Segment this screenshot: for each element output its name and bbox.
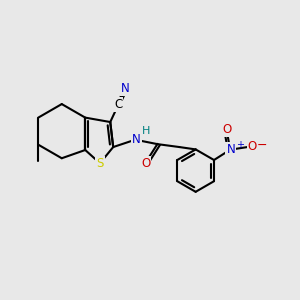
Text: +: + <box>236 140 244 150</box>
Text: S: S <box>96 157 103 170</box>
Text: −: − <box>257 139 267 152</box>
Text: N: N <box>121 82 130 95</box>
Text: O: O <box>141 157 150 170</box>
Text: H: H <box>141 126 150 136</box>
Text: N: N <box>132 133 141 146</box>
Text: O: O <box>223 124 232 136</box>
Text: N: N <box>226 143 235 156</box>
Text: O: O <box>248 140 257 153</box>
Text: C: C <box>114 98 122 111</box>
